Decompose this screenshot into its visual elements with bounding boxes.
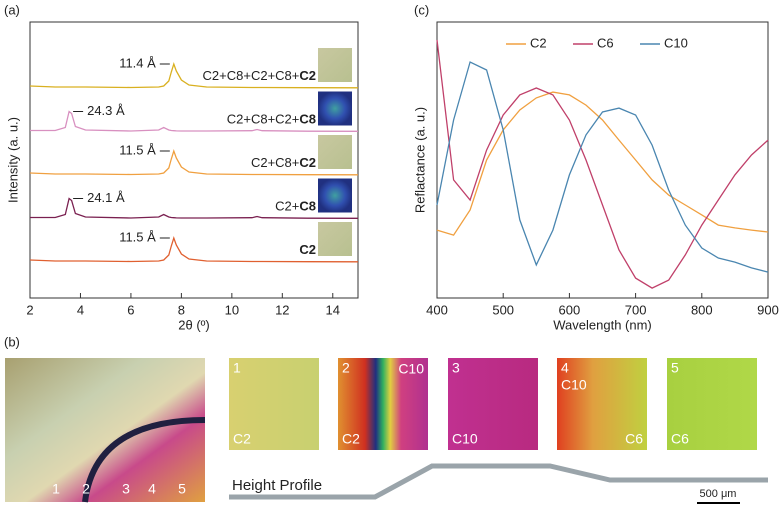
micrograph-number: 3 — [452, 360, 460, 376]
micrograph-label: C10 — [452, 431, 478, 447]
xrd-trace — [29, 235, 359, 263]
micrograph-label: C2 — [233, 431, 251, 447]
overview-label: 5 — [178, 481, 186, 497]
x-tick-label: 2 — [26, 302, 33, 317]
micrograph-number: 2 — [342, 360, 350, 376]
x-tick-label: 800 — [691, 302, 713, 317]
trace-label-part: C2+C8+C2+ — [227, 112, 300, 127]
panel-label: (a) — [4, 2, 20, 17]
sample-photo — [318, 178, 352, 213]
micrograph — [229, 358, 319, 450]
plot-frame — [436, 21, 769, 299]
xrd-trace — [29, 148, 359, 176]
legend-label: C10 — [664, 35, 688, 50]
trace-label-part: C2+ — [275, 199, 299, 214]
trace-label-bold: C2 — [299, 155, 316, 170]
micrograph-number: 1 — [233, 360, 241, 376]
sample-photo — [318, 91, 352, 126]
xrd-trace — [29, 61, 359, 89]
x-tick-label: 6 — [127, 302, 134, 317]
xrd-trace — [30, 110, 359, 132]
trace-label-bold: C8 — [299, 112, 316, 127]
trace-label: C2+C8+C2+C8+C2 — [203, 68, 316, 83]
overview-label: 4 — [148, 481, 156, 497]
y-axis-label: Reflactance (a. u.) — [412, 107, 427, 213]
x-axis-label: Wavelength (nm) — [553, 317, 652, 332]
x-tick-label: 500 — [492, 302, 514, 317]
sample-photo — [318, 222, 352, 256]
peak-annotation: 24.3 Å — [87, 103, 125, 118]
sample-photo — [318, 48, 352, 82]
x-tick-label: 12 — [275, 302, 289, 317]
panel-label: (b) — [4, 334, 20, 349]
overview-image — [5, 358, 205, 502]
panel-label: (c) — [414, 2, 429, 17]
scale-bar-label: 500 μm — [700, 488, 737, 500]
y-axis-label: Intensity (a. u.) — [5, 117, 20, 203]
trace-label-bold: C2 — [299, 242, 316, 257]
trace-label: C2+C8+C2 — [251, 155, 316, 170]
x-tick-label: 4 — [77, 302, 84, 317]
trace-label-bold: C8 — [299, 199, 316, 214]
micrograph-number: 5 — [671, 360, 679, 376]
sample-photo — [318, 135, 352, 169]
plot-frame — [29, 21, 359, 299]
overview-ring — [82, 417, 206, 503]
overview-label: 3 — [122, 481, 130, 497]
micrograph-label: C6 — [671, 431, 689, 447]
trace-label: C2 — [299, 242, 316, 257]
spectrum-line — [436, 39, 769, 289]
micrograph-label: C6 — [625, 431, 643, 447]
legend-label: C6 — [597, 35, 614, 50]
overview-label: 2 — [82, 481, 90, 497]
overview-label: 1 — [52, 481, 60, 497]
peak-annotation: 11.5 Å — [119, 142, 156, 157]
micrograph — [667, 358, 757, 450]
micrograph-number: 4 — [561, 360, 569, 376]
height-profile — [229, 463, 768, 500]
x-tick-label: 400 — [426, 302, 448, 317]
micrograph — [448, 358, 538, 450]
spectrum-line — [436, 61, 769, 273]
x-axis-label: 2θ (º) — [178, 317, 209, 332]
x-tick-label: 700 — [625, 302, 647, 317]
x-tick-label: 900 — [757, 302, 779, 317]
x-tick-label: 8 — [178, 302, 185, 317]
x-tick-label: 14 — [326, 302, 340, 317]
x-tick-label: 10 — [225, 302, 239, 317]
legend-label: C2 — [530, 35, 547, 50]
profile-label: Height Profile — [232, 477, 322, 494]
peak-annotation: 11.4 Å — [119, 55, 156, 70]
trace-label-bold: C2 — [299, 68, 316, 83]
trace-label: C2+C8+C2+C8 — [227, 112, 316, 127]
trace-label-part: C2+C8+ — [251, 155, 299, 170]
micrograph — [338, 358, 428, 450]
micrograph-label: C10 — [398, 361, 424, 377]
spectrum-line — [436, 91, 769, 236]
micrograph-label: C2 — [342, 431, 360, 447]
peak-annotation: 24.1 Å — [87, 190, 125, 205]
xrd-trace — [30, 197, 359, 219]
micrograph-label: C10 — [561, 377, 587, 393]
trace-label-part: C2+C8+C2+C8+ — [203, 68, 300, 83]
micrograph — [557, 358, 647, 450]
trace-label: C2+C8 — [275, 199, 316, 214]
peak-annotation: 11.5 Å — [119, 229, 156, 244]
x-tick-label: 600 — [559, 302, 581, 317]
